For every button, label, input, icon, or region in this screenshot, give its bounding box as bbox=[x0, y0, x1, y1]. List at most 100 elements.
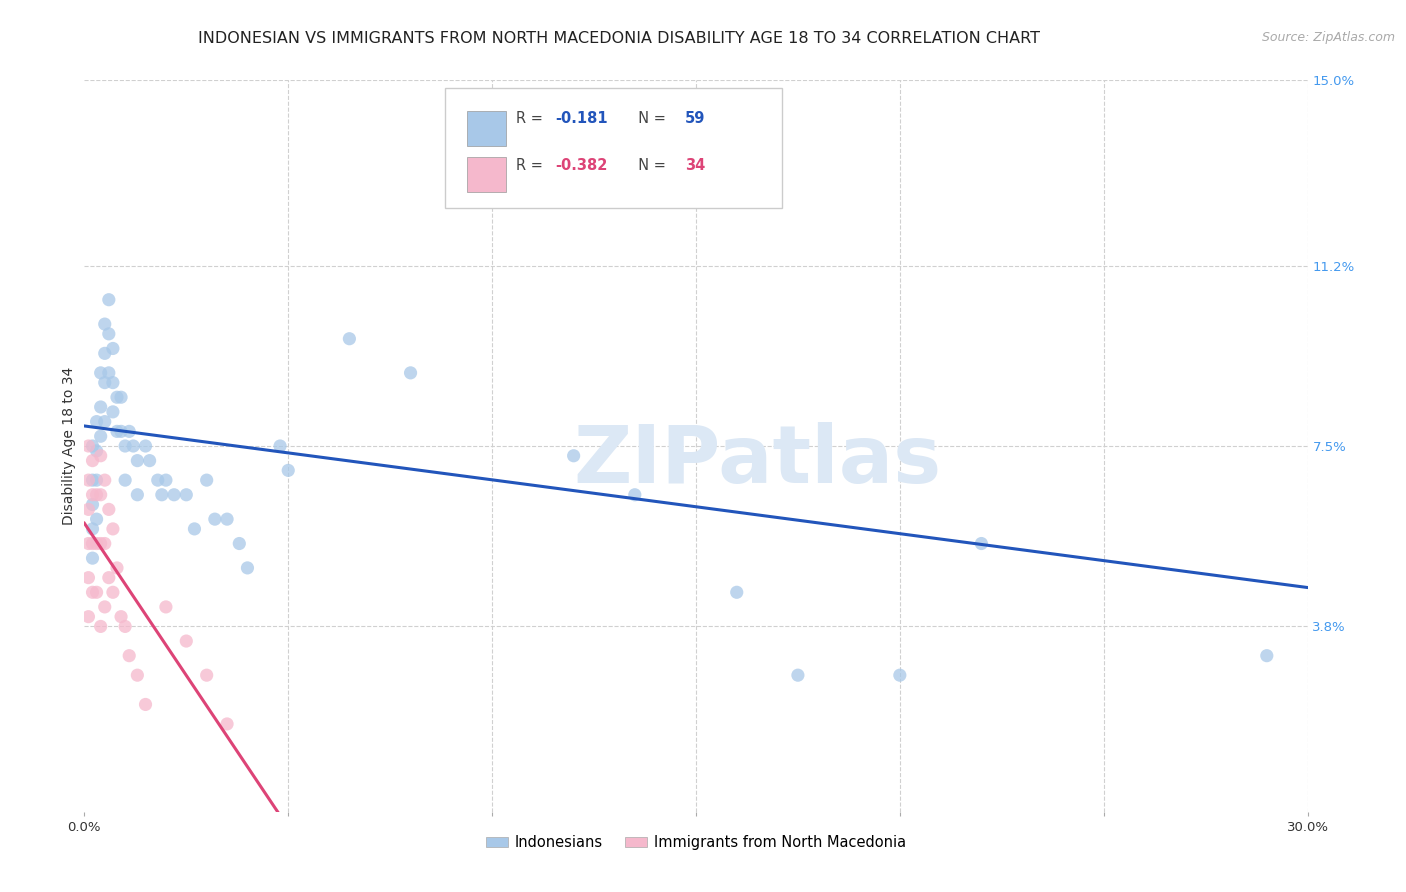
Point bbox=[204, 512, 226, 526]
Point bbox=[90, 449, 112, 463]
Point bbox=[127, 488, 149, 502]
Point bbox=[155, 599, 177, 614]
Point bbox=[110, 609, 132, 624]
Point bbox=[86, 536, 108, 550]
Point bbox=[110, 425, 132, 439]
Text: 59: 59 bbox=[685, 111, 706, 126]
Point bbox=[127, 668, 149, 682]
Point bbox=[101, 376, 124, 390]
Point bbox=[502, 156, 524, 170]
Text: -0.382: -0.382 bbox=[555, 159, 607, 173]
Point bbox=[562, 449, 585, 463]
Point bbox=[114, 439, 136, 453]
Point bbox=[889, 668, 911, 682]
Point bbox=[93, 346, 115, 360]
Point bbox=[82, 551, 104, 566]
Text: 34: 34 bbox=[685, 159, 706, 173]
Point bbox=[82, 522, 104, 536]
Text: INDONESIAN VS IMMIGRANTS FROM NORTH MACEDONIA DISABILITY AGE 18 TO 34 CORRELATIO: INDONESIAN VS IMMIGRANTS FROM NORTH MACE… bbox=[198, 31, 1039, 46]
Point bbox=[339, 332, 361, 346]
Point bbox=[77, 473, 100, 487]
FancyBboxPatch shape bbox=[446, 87, 782, 209]
Text: ZIPatlas: ZIPatlas bbox=[574, 422, 941, 500]
Point bbox=[217, 717, 239, 731]
Point bbox=[277, 463, 299, 477]
Point bbox=[118, 648, 141, 663]
Point bbox=[122, 439, 145, 453]
Point bbox=[105, 390, 128, 404]
Point bbox=[77, 609, 100, 624]
Point bbox=[725, 585, 748, 599]
Point bbox=[93, 415, 115, 429]
Point bbox=[101, 522, 124, 536]
Point bbox=[77, 571, 100, 585]
Point bbox=[105, 425, 128, 439]
Point bbox=[90, 400, 112, 414]
Point bbox=[97, 571, 120, 585]
Text: Source: ZipAtlas.com: Source: ZipAtlas.com bbox=[1261, 31, 1395, 45]
Point bbox=[86, 415, 108, 429]
Point bbox=[82, 439, 104, 453]
Point bbox=[86, 512, 108, 526]
Point bbox=[86, 585, 108, 599]
Text: R =: R = bbox=[516, 159, 548, 173]
Point bbox=[114, 473, 136, 487]
Point bbox=[269, 439, 291, 453]
Legend: Indonesians, Immigrants from North Macedonia: Indonesians, Immigrants from North Maced… bbox=[479, 829, 912, 855]
Point bbox=[163, 488, 186, 502]
Point bbox=[86, 473, 108, 487]
Point bbox=[174, 488, 197, 502]
Point bbox=[90, 619, 112, 633]
Point bbox=[101, 585, 124, 599]
Point bbox=[236, 561, 259, 575]
Point bbox=[93, 536, 115, 550]
Point bbox=[118, 425, 141, 439]
Point bbox=[97, 366, 120, 380]
Point bbox=[93, 599, 115, 614]
Point bbox=[114, 619, 136, 633]
FancyBboxPatch shape bbox=[467, 111, 506, 146]
Text: R =: R = bbox=[516, 111, 548, 126]
Point bbox=[90, 536, 112, 550]
Point bbox=[481, 180, 503, 194]
Point bbox=[90, 488, 112, 502]
Point bbox=[90, 366, 112, 380]
Point bbox=[127, 453, 149, 467]
Point bbox=[970, 536, 993, 550]
Point bbox=[82, 488, 104, 502]
Point bbox=[228, 536, 250, 550]
Point bbox=[82, 498, 104, 512]
Y-axis label: Disability Age 18 to 34: Disability Age 18 to 34 bbox=[62, 367, 76, 525]
Point bbox=[183, 522, 205, 536]
Point bbox=[77, 439, 100, 453]
Point bbox=[135, 439, 157, 453]
Point bbox=[195, 473, 218, 487]
Point bbox=[82, 536, 104, 550]
Point bbox=[97, 502, 120, 516]
Point bbox=[93, 317, 115, 331]
Point bbox=[101, 405, 124, 419]
Point bbox=[82, 585, 104, 599]
Point bbox=[624, 488, 647, 502]
Point bbox=[77, 502, 100, 516]
Point bbox=[217, 512, 239, 526]
Point bbox=[82, 453, 104, 467]
Point bbox=[146, 473, 169, 487]
Point bbox=[93, 376, 115, 390]
Point bbox=[155, 473, 177, 487]
Point bbox=[93, 473, 115, 487]
Point bbox=[97, 293, 120, 307]
Point bbox=[399, 366, 422, 380]
Point bbox=[1256, 648, 1278, 663]
Point bbox=[97, 326, 120, 341]
Text: N =: N = bbox=[628, 159, 671, 173]
Point bbox=[135, 698, 157, 712]
Text: -0.181: -0.181 bbox=[555, 111, 607, 126]
Point bbox=[138, 453, 160, 467]
Point bbox=[150, 488, 173, 502]
Point bbox=[77, 536, 100, 550]
Point bbox=[82, 473, 104, 487]
Point bbox=[86, 488, 108, 502]
Point bbox=[105, 561, 128, 575]
Point bbox=[174, 634, 197, 648]
